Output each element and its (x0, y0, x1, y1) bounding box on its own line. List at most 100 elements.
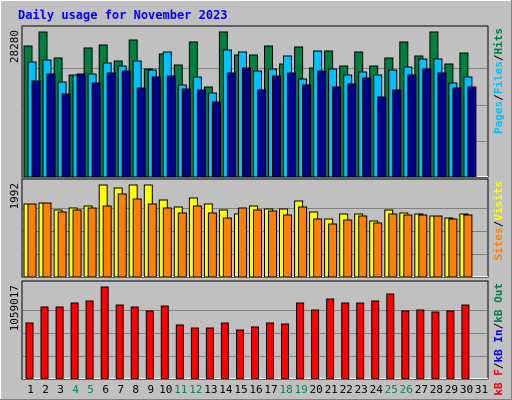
bar (102, 205, 112, 278)
x-tick-label: 12 (189, 383, 202, 396)
legend-entry: kB F (492, 369, 505, 396)
x-tick-label: 26 (400, 383, 413, 396)
bar (467, 86, 477, 178)
bar (117, 193, 127, 278)
bar (205, 327, 214, 380)
bar (268, 210, 277, 278)
bar (311, 309, 320, 380)
bar (341, 302, 350, 380)
x-tick-label: 16 (249, 383, 262, 396)
x-tick-label: 10 (159, 383, 172, 396)
bar (452, 87, 462, 178)
legend-entry: Hits (492, 28, 505, 55)
bar (27, 203, 37, 278)
bar (160, 305, 169, 380)
x-tick-label: 25 (385, 383, 398, 396)
bar (251, 326, 259, 380)
legend-entry: / (492, 220, 505, 227)
chart-title: Daily usage for November 2023 (18, 8, 228, 22)
bar (332, 86, 342, 178)
x-tick-label: 23 (355, 383, 368, 396)
bar (298, 206, 308, 278)
panel-visits-sites: 1992 Sites/Visits (8, 178, 505, 278)
y-max-label: 1059017 (8, 285, 21, 331)
legend: Pages/Files/Hits (492, 28, 505, 134)
bar (371, 300, 380, 380)
legend-entry: Visits (492, 181, 505, 221)
bar (236, 329, 244, 380)
bar (87, 207, 97, 278)
bar (433, 215, 443, 278)
x-tick-label: 3 (57, 383, 64, 396)
x-tick-label: 13 (204, 383, 217, 396)
legend: kB F/kB In/kB Out (492, 283, 505, 396)
series-pages (31, 67, 477, 178)
x-tick-label: 4 (72, 383, 79, 396)
bar (46, 73, 56, 178)
legend-entry: / (492, 322, 505, 329)
bar (70, 302, 79, 380)
bar (106, 72, 116, 178)
x-tick-label: 22 (340, 383, 353, 396)
bar (222, 217, 232, 278)
bar (57, 211, 67, 278)
bar (100, 286, 109, 380)
bar (196, 89, 206, 178)
bar (242, 67, 251, 178)
x-tick-label: 9 (147, 383, 154, 396)
y-max-label: 28280 (8, 30, 21, 63)
bar (72, 209, 82, 278)
bar (362, 77, 372, 178)
bar (403, 214, 413, 278)
x-tick-label: 28 (430, 383, 443, 396)
bar (211, 101, 221, 178)
bar (190, 327, 199, 380)
bar (145, 310, 154, 380)
bar (226, 72, 236, 178)
legend-entry: / (492, 94, 505, 101)
x-tick-label: 19 (294, 383, 307, 396)
bar (401, 310, 410, 380)
bar (162, 207, 172, 278)
x-tick-label: 15 (234, 383, 247, 396)
bar (407, 74, 417, 178)
x-tick-label: 5 (87, 383, 94, 396)
bar (358, 215, 368, 278)
bar (181, 88, 191, 178)
bar (207, 212, 217, 278)
bar (266, 322, 274, 380)
bar (343, 219, 353, 278)
legend-entry: Sites (492, 227, 505, 260)
bar (238, 207, 247, 278)
legend-entry: kB Out (492, 283, 505, 323)
bar (392, 89, 402, 178)
bar (40, 306, 49, 380)
bar (130, 306, 139, 380)
bar (463, 214, 473, 278)
y-max-label: 1992 (8, 183, 21, 210)
bar (317, 70, 327, 178)
bar (25, 322, 34, 380)
bar (147, 203, 157, 278)
x-tick-label: 21 (325, 383, 338, 396)
legend-entry: kB In (492, 329, 505, 362)
series-sites (27, 193, 473, 278)
x-tick-label: 29 (445, 383, 458, 396)
bar (422, 68, 432, 178)
x-tick-label: 20 (309, 383, 322, 396)
bar (166, 75, 176, 178)
bar (76, 73, 86, 178)
bar (281, 323, 289, 380)
bar (302, 84, 312, 178)
bar (388, 213, 398, 278)
bar (296, 302, 305, 380)
bar (132, 198, 142, 278)
bar (437, 72, 447, 178)
legend-entry: / (492, 362, 505, 369)
x-tick-label: 18 (279, 383, 292, 396)
x-tick-label: 11 (174, 383, 187, 396)
bar (418, 214, 428, 278)
bar (42, 202, 52, 278)
